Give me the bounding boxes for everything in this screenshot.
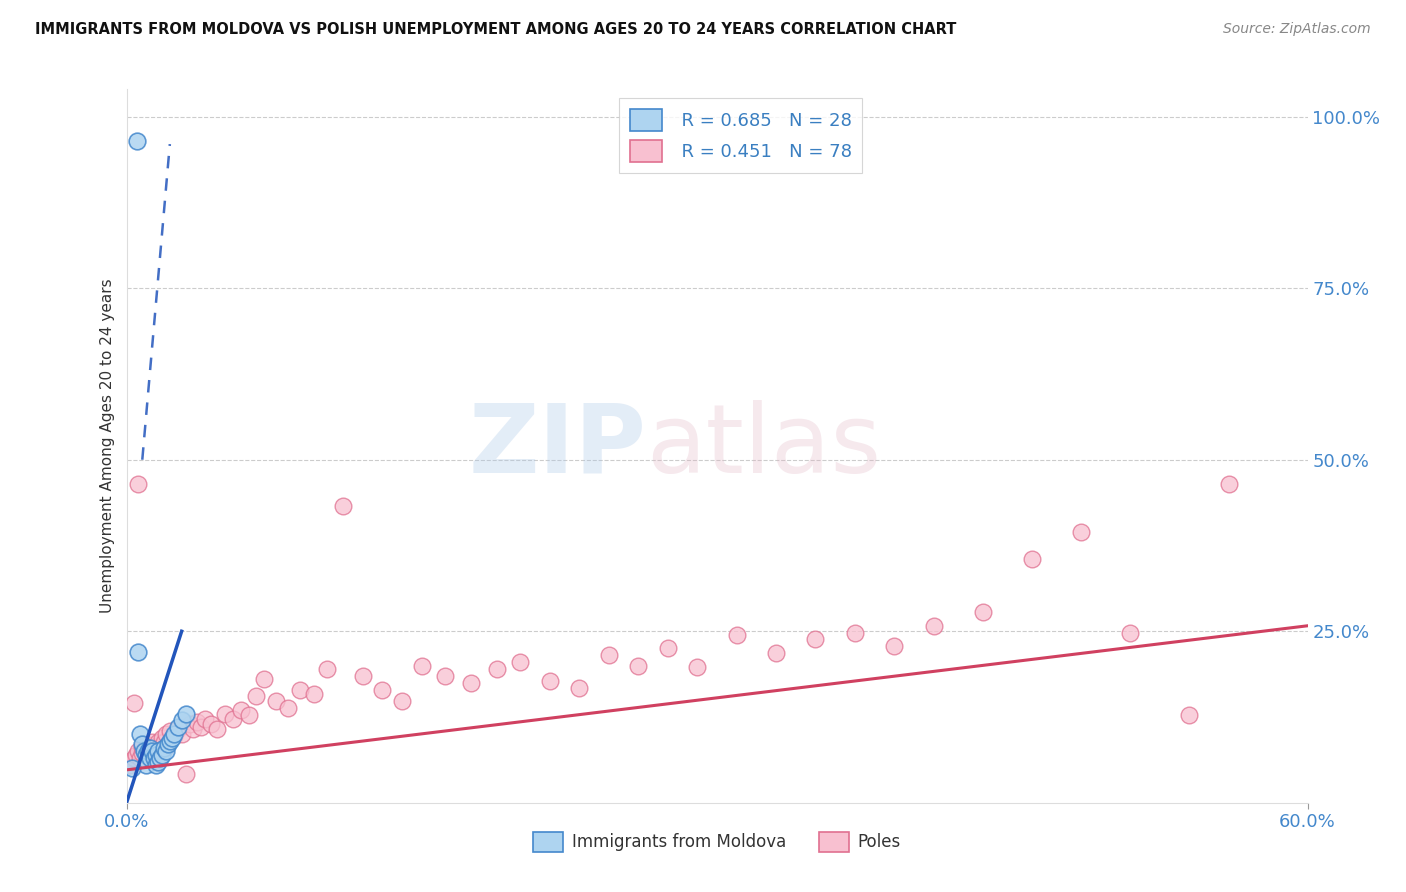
- Legend: Immigrants from Moldova, Poles: Immigrants from Moldova, Poles: [527, 825, 907, 859]
- Text: atlas: atlas: [647, 400, 882, 492]
- Text: ZIP: ZIP: [468, 400, 647, 492]
- Text: Source: ZipAtlas.com: Source: ZipAtlas.com: [1223, 22, 1371, 37]
- Y-axis label: Unemployment Among Ages 20 to 24 years: Unemployment Among Ages 20 to 24 years: [100, 278, 115, 614]
- Text: IMMIGRANTS FROM MOLDOVA VS POLISH UNEMPLOYMENT AMONG AGES 20 TO 24 YEARS CORRELA: IMMIGRANTS FROM MOLDOVA VS POLISH UNEMPL…: [35, 22, 956, 37]
